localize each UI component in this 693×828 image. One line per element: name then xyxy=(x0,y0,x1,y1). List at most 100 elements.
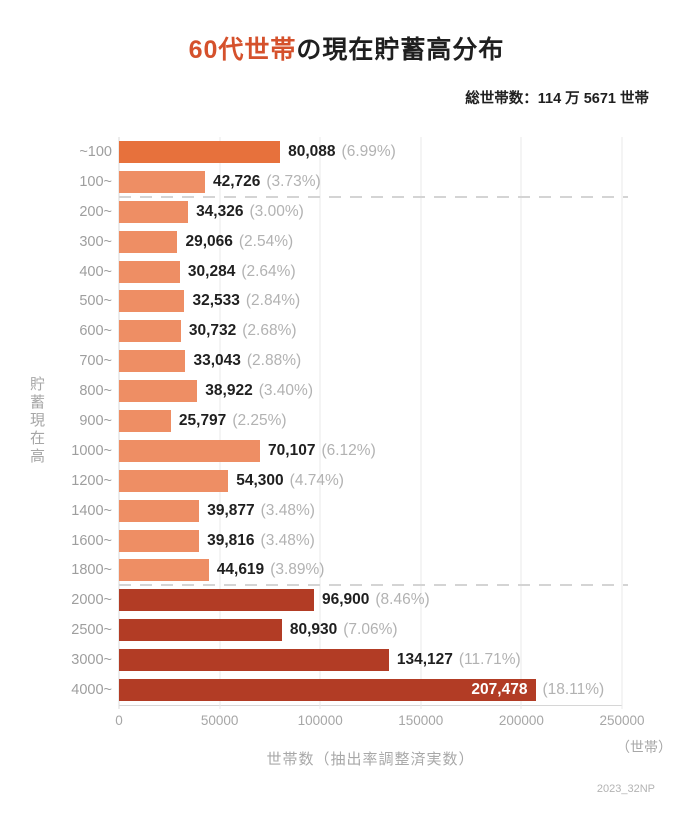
bar-zone: 44,619 (3.89%) xyxy=(119,559,622,582)
total-households-subtitle: 総世帯数：114 万 5671 世帯 xyxy=(465,91,649,107)
value-label: 30,284 xyxy=(187,262,236,280)
percent-label: (2.64%) xyxy=(241,262,296,280)
percent-label: (2.84%) xyxy=(245,292,301,310)
value-label: 30,732 xyxy=(188,322,237,340)
category-label: 900~ xyxy=(79,412,112,429)
percent-label: (8.46%) xyxy=(375,591,430,609)
bar-zone: 42,726 (3.73%) xyxy=(119,170,622,193)
bar-row-100~: 100~ 42,726 (3.73%) xyxy=(0,167,693,197)
bar-row-2000~: 2000~ 96,900 (8.46%) xyxy=(0,585,693,615)
value-label: 134,127 xyxy=(396,651,453,669)
bar-row-1600~: 1600~ 39,816 (3.48%) xyxy=(0,526,693,556)
value-label: 34,326 xyxy=(196,202,244,220)
category-label: 2000~ xyxy=(71,592,112,609)
percent-label: (3.73%) xyxy=(266,172,321,190)
bar-zone: 30,284 (2.64%) xyxy=(119,260,622,283)
value-label: 39,816 xyxy=(207,531,255,549)
bar xyxy=(119,260,180,283)
value-label: 80,930 xyxy=(289,621,338,639)
bar-row-900~: 900~ 25,797 (2.25%) xyxy=(0,406,693,436)
percent-label: (4.74%) xyxy=(289,471,344,489)
gridline xyxy=(420,137,422,709)
page-title: 60代世帯の現在貯蓄高分布 xyxy=(0,30,693,66)
bar-row-1200~: 1200~ 54,300 (4.74%) xyxy=(0,466,693,496)
percent-label: (11.71%) xyxy=(458,651,521,669)
category-label: ~100 xyxy=(79,143,112,160)
gridline xyxy=(520,137,522,709)
percent-label: (6.12%) xyxy=(321,441,376,459)
source-footnote: 2023_32NP xyxy=(596,783,655,795)
bar xyxy=(119,589,314,612)
bar xyxy=(119,290,185,313)
category-label: 500~ xyxy=(79,293,112,310)
category-label: 200~ xyxy=(79,203,112,220)
bar-zone: 39,877 (3.48%) xyxy=(119,499,622,522)
bar xyxy=(119,439,261,462)
percent-label: (3.89%) xyxy=(270,561,325,579)
value-label: 25,797 xyxy=(178,411,227,429)
bar-rows-container: ~100 80,088 (6.99%) 100~ 42,726 (3.73%) 200~ 34… xyxy=(0,137,693,705)
percent-label: (3.48%) xyxy=(260,501,315,519)
percent-label: (2.54%) xyxy=(238,232,294,250)
bar-row-3000~: 3000~ 134,127 (11.71%) xyxy=(0,645,693,675)
x-tick-label: 150000 xyxy=(398,713,444,728)
bar xyxy=(119,529,200,552)
page-title-rest: の現在貯蓄高分布 xyxy=(296,36,505,64)
value-label: 32,533 xyxy=(192,292,240,310)
percent-label: (2.68%) xyxy=(242,322,297,340)
category-label: 600~ xyxy=(79,323,112,340)
bar-row-2500~: 2500~ 80,930 (7.06%) xyxy=(0,615,693,645)
x-tick-label: 0 xyxy=(115,713,123,728)
category-label: 4000~ xyxy=(71,681,112,698)
category-label: 100~ xyxy=(79,173,112,190)
x-tick-label: 50000 xyxy=(200,713,239,728)
bar xyxy=(119,409,171,432)
category-label: 400~ xyxy=(79,263,112,280)
group-separator-dashed-line xyxy=(119,195,628,198)
value-label: 70,107 xyxy=(268,441,316,459)
bar xyxy=(119,170,205,193)
bar: 207,478 xyxy=(119,678,537,701)
bar-zone: 80,088 (6.99%) xyxy=(119,140,622,163)
value-label: 96,900 xyxy=(321,591,370,609)
bar-row-500~: 500~ 32,533 (2.84%) xyxy=(0,286,693,316)
bar-row-~100: ~100 80,088 (6.99%) xyxy=(0,137,693,167)
x-tick-label: 200000 xyxy=(498,713,544,728)
bar xyxy=(119,230,178,253)
percent-label: (2.25%) xyxy=(232,411,287,429)
bar-zone: 29,066 (2.54%) xyxy=(119,230,622,253)
page-title-highlight: 60代世帯 xyxy=(188,36,297,64)
gridline xyxy=(219,137,221,709)
gridline xyxy=(621,137,623,709)
percent-label: (3.48%) xyxy=(260,531,315,549)
bar xyxy=(119,140,281,163)
percent-label: (7.06%) xyxy=(343,621,398,639)
bar-row-1400~: 1400~ 39,877 (3.48%) xyxy=(0,496,693,526)
bar xyxy=(119,559,209,582)
bar xyxy=(119,320,181,343)
bar-zone: 134,127 (11.71%) xyxy=(119,649,622,672)
percent-label: (18.11%) xyxy=(542,680,605,698)
bar-row-1000~: 1000~ 70,107 (6.12%) xyxy=(0,436,693,466)
bar xyxy=(119,469,229,492)
bar-zone: 54,300 (4.74%) xyxy=(119,469,622,492)
percent-label: (6.99%) xyxy=(341,142,396,160)
bar-zone: 25,797 (2.25%) xyxy=(119,409,622,432)
category-label: 1800~ xyxy=(71,562,112,579)
value-label: 38,922 xyxy=(205,382,253,400)
percent-label: (2.88%) xyxy=(246,352,302,370)
bar xyxy=(119,619,282,642)
x-axis-title: 世帯数（抽出率調整済実数） xyxy=(266,751,475,768)
value-label: 207,478 xyxy=(471,680,528,698)
category-label: 3000~ xyxy=(71,652,112,669)
bar-row-800~: 800~ 38,922 (3.40%) xyxy=(0,376,693,406)
x-axis-unit-label: （世帯） xyxy=(616,739,672,755)
x-tick-label: 100000 xyxy=(297,713,343,728)
bar xyxy=(119,499,200,522)
bar-row-300~: 300~ 29,066 (2.54%) xyxy=(0,227,693,257)
bar-zone: 33,043 (2.88%) xyxy=(119,350,622,373)
value-label: 33,043 xyxy=(193,352,241,370)
bar-zone: 70,107 (6.12%) xyxy=(119,439,622,462)
value-label: 54,300 xyxy=(236,471,284,489)
percent-label: (3.40%) xyxy=(258,382,313,400)
